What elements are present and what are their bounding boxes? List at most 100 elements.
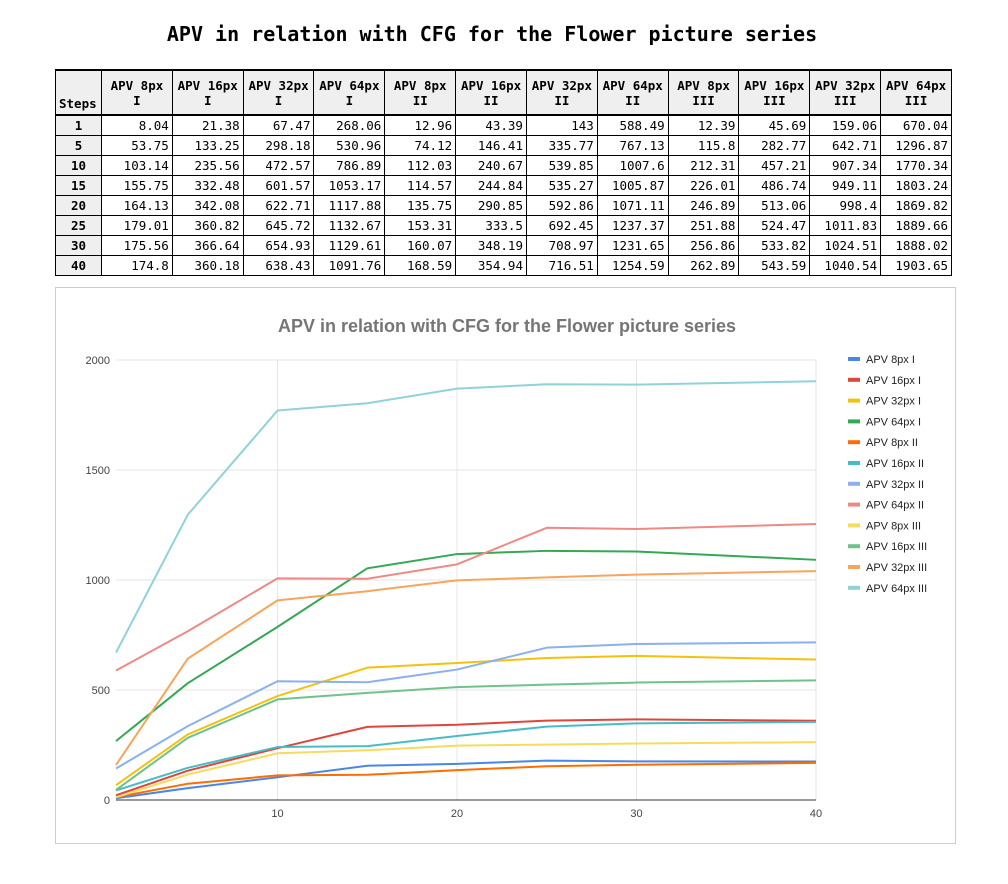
column-header-label: APV 8px (110, 77, 164, 93)
table-cell: 212.31 (667, 155, 740, 176)
table-cell: 256.86 (667, 235, 740, 256)
table-cell: 21.38 (171, 114, 244, 136)
table-cell: 1803.24 (880, 175, 952, 196)
legend-swatch (848, 398, 860, 403)
data-table: Steps APV 8px I APV 16px I APV 32px I APV 64px… (55, 69, 952, 276)
table-cell: 332.48 (171, 175, 244, 196)
table-cell: 235.56 (171, 155, 244, 176)
table-cell: 645.72 (242, 215, 315, 236)
column-header: APV 64px I (313, 69, 386, 116)
table-cell: 1296.87 (880, 135, 952, 156)
column-header-label: APV 64px (602, 77, 663, 93)
legend-swatch (848, 419, 860, 424)
column-header: APV 16px I (171, 69, 244, 116)
table-cell: 543.59 (738, 255, 811, 276)
table-cell: 290.85 (455, 195, 527, 216)
table-cell: 8.04 (101, 114, 173, 136)
series-line (115, 761, 817, 799)
legend-swatch (848, 481, 860, 486)
table-cell: 998.4 (809, 195, 882, 216)
column-header: APV 8px III (667, 69, 740, 116)
column-header: APV 32px II (525, 69, 598, 116)
step-cell: 40 (55, 255, 102, 276)
legend-label: APV 8px II (866, 437, 918, 449)
table-cell: 486.74 (738, 175, 811, 196)
table-cell: 262.89 (667, 255, 740, 276)
table-header-row: Steps APV 8px I APV 16px I APV 32px I APV 64px… (55, 69, 952, 116)
table-cell: 588.49 (596, 114, 669, 136)
legend-label: APV 16px I (866, 375, 921, 387)
table-cell: 43.39 (455, 114, 527, 136)
table-cell: 1254.59 (596, 255, 669, 276)
column-header-series: I (133, 92, 141, 108)
table-cell: 767.13 (596, 135, 669, 156)
column-header: APV 64px II (596, 69, 669, 116)
table-cell: 1129.61 (313, 235, 386, 256)
series-line (115, 741, 817, 799)
column-header-label: APV 32px (248, 77, 309, 93)
table-cell: 244.84 (455, 175, 527, 196)
y-tick-label: 0 (104, 795, 110, 807)
table-cell: 949.11 (809, 175, 882, 196)
column-header-series: II (554, 92, 570, 108)
table-cell: 654.93 (242, 235, 315, 256)
table-cell: 153.31 (384, 215, 457, 236)
legend-label: APV 32px III (866, 562, 927, 574)
legend-label: APV 64px III (866, 583, 927, 595)
legend-swatch (848, 544, 860, 549)
column-header-series: I (203, 92, 212, 108)
step-cell: 15 (55, 175, 102, 196)
steps-column-header: Steps (55, 69, 102, 116)
table-cell: 160.07 (384, 235, 457, 256)
table-cell: 1231.65 (596, 235, 669, 256)
line-chart: APV in relation with CFG for the Flower … (86, 316, 928, 820)
page-title: APV in relation with CFG for the Flower … (166, 22, 818, 46)
table-cell: 174.8 (101, 255, 173, 276)
table-cell: 530.96 (313, 135, 386, 156)
table-cell: 1071.11 (596, 195, 669, 216)
table-cell: 1903.65 (880, 255, 952, 276)
table-cell: 135.75 (384, 195, 457, 216)
table-cell: 268.06 (313, 114, 386, 136)
table-cell: 251.88 (667, 215, 740, 236)
table-cell: 146.41 (455, 135, 527, 156)
column-header-label: APV 64px (885, 77, 947, 93)
series-line (115, 570, 817, 766)
table-cell: 1770.34 (880, 155, 952, 176)
series-line (115, 718, 817, 797)
table-cell: 143 (525, 114, 598, 136)
y-tick-label: 500 (92, 685, 110, 697)
table-cell: 114.57 (384, 175, 457, 196)
table-cell: 246.89 (667, 195, 740, 216)
table-row: 25 179.01 360.82 645.72 1132.67 153.31 333.5 69… (55, 215, 952, 236)
table-cell: 159.06 (809, 114, 882, 136)
legend-swatch (848, 565, 860, 569)
column-header-series: I (274, 92, 283, 108)
x-tick-label: 30 (630, 808, 642, 820)
table-cell: 282.77 (738, 135, 811, 156)
step-cell: 1 (55, 114, 102, 136)
series-line (115, 720, 817, 792)
table-cell: 133.25 (171, 135, 244, 156)
table-row: 15 155.75 332.48 601.57 1053.17 114.57 244.84 5… (55, 175, 952, 196)
table-cell: 539.85 (525, 155, 598, 176)
table-cell: 592.86 (525, 195, 598, 216)
table-cell: 1132.67 (313, 215, 386, 236)
table-cell: 298.18 (242, 135, 315, 156)
table-cell: 74.12 (384, 135, 457, 156)
table-cell: 601.57 (242, 175, 315, 196)
table-cell: 1005.87 (596, 175, 669, 196)
chart-series (115, 380, 817, 800)
table-cell: 670.04 (880, 114, 952, 136)
chart-legend: APV 8px I APV 16px I APV 32px I APV 64px I A… (848, 354, 927, 595)
column-header: APV 32px III (809, 69, 882, 116)
table-cell: 45.69 (738, 114, 811, 136)
step-cell: 20 (55, 195, 102, 216)
table-cell: 175.56 (101, 235, 173, 256)
table-cell: 1091.76 (313, 255, 386, 276)
table-cell: 342.08 (171, 195, 244, 216)
column-header: APV 32px I (242, 69, 315, 116)
table-cell: 366.64 (171, 235, 244, 256)
column-header: APV 64px III (880, 69, 952, 116)
column-header-label: APV 32px (815, 77, 876, 93)
